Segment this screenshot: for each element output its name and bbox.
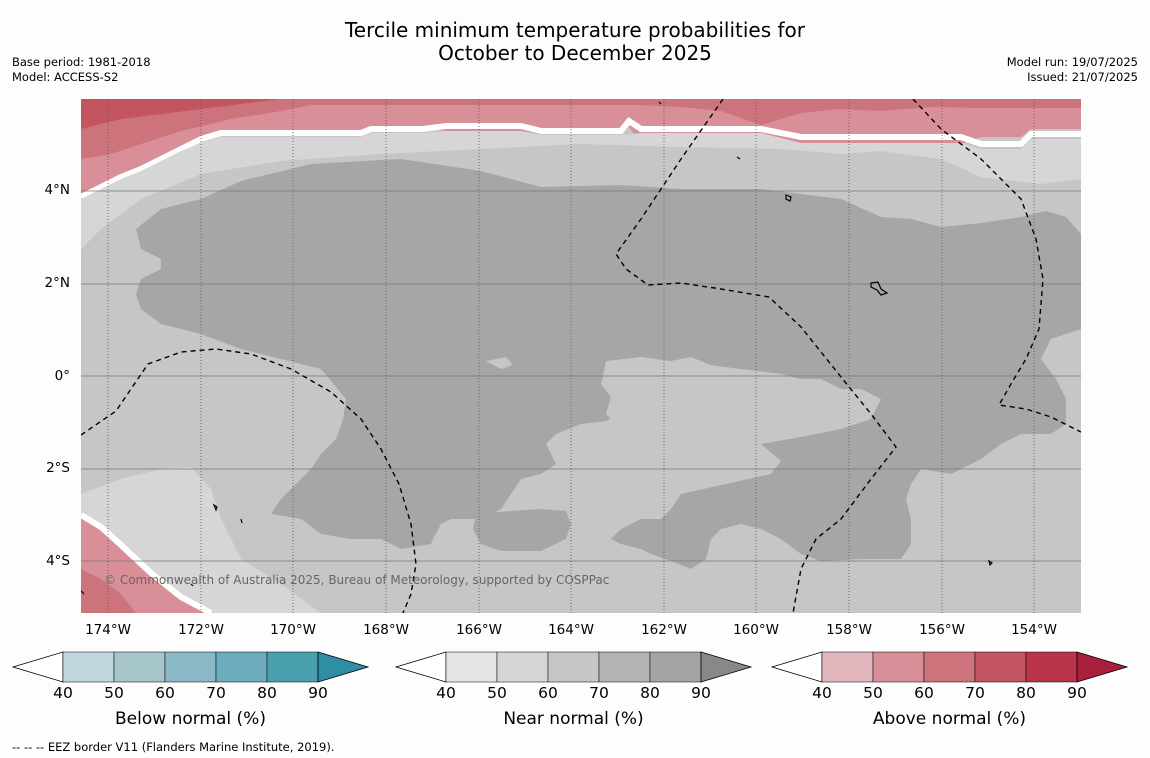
island-3 — [212, 503, 218, 512]
above-normal-top-50 — [81, 99, 1081, 194]
issued-date: Issued: 21/07/2025 — [1027, 70, 1138, 84]
island-5 — [190, 583, 194, 587]
near-normal-colorbar-segment — [649, 651, 702, 683]
near-normal-colorbar-max-arrow — [700, 651, 752, 683]
above-normal-bottom-50 — [81, 514, 211, 613]
island-7 — [658, 101, 662, 105]
above-normal-colorbar-segment — [1025, 651, 1078, 683]
below-normal-colorbar-tick: 40 — [53, 684, 73, 702]
lon-label-170w: 170°W — [270, 622, 316, 638]
lat-label-4s: 4°S — [46, 553, 70, 569]
above-normal-colorbar-tick: 90 — [1067, 684, 1087, 702]
above-normal-colorbar-tick: 80 — [1016, 684, 1036, 702]
above-normal-colorbar-tick: 70 — [965, 684, 985, 702]
lon-label-156w: 156°W — [919, 622, 965, 638]
above-normal-colorbar-tick: 40 — [812, 684, 832, 702]
lon-label-160w: 160°W — [733, 622, 779, 638]
near-normal-80-lower — [473, 509, 571, 551]
islands — [81, 101, 993, 595]
lat-label-2s: 2°S — [46, 460, 70, 476]
near-normal-colorbar-tick: 60 — [538, 684, 558, 702]
near-normal-colorbar-segment — [445, 651, 498, 683]
above-normal-colorbar-segment — [923, 651, 976, 683]
below-normal-colorbar-tick: 90 — [308, 684, 328, 702]
below-normal-colorbar-min-arrow — [12, 651, 64, 683]
title-line-2: October to December 2025 — [438, 41, 712, 65]
lon-label-158w: 158°W — [826, 622, 872, 638]
near-normal-colorbar-segment — [547, 651, 600, 683]
probability-map — [81, 99, 1081, 613]
lat-label-0: 0° — [54, 368, 70, 384]
contour-white-top — [81, 116, 1081, 200]
below-normal-colorbar-tick: 60 — [155, 684, 175, 702]
lon-label-154w: 154°W — [1011, 622, 1057, 638]
below-normal-colorbar — [12, 651, 369, 683]
model-run: Model run: 19/07/2025 — [1006, 55, 1138, 69]
near-normal-colorbar-tick: 40 — [436, 684, 456, 702]
near-normal-colorbar-tick: 50 — [487, 684, 507, 702]
lat-label-4n: 4°N — [44, 182, 70, 198]
island-6 — [988, 559, 993, 567]
above-normal-colorbar-tick: 60 — [914, 684, 934, 702]
below-normal-colorbar-segment — [113, 651, 166, 683]
eez-border-central — [615, 99, 897, 613]
copyright-notice: © Commonwealth of Australia 2025, Bureau… — [104, 573, 610, 587]
meta-right: Model run: 19/07/2025 Issued: 21/07/2025 — [1007, 55, 1138, 85]
above-normal-colorbar-title: Above normal (%) — [872, 709, 1027, 729]
below-normal-colorbar-title: Below normal (%) — [115, 709, 266, 729]
model-name: Model: ACCESS-S2 — [12, 70, 119, 84]
near-normal-colorbar-title: Near normal (%) — [503, 709, 644, 729]
meta-left: Base period: 1981-2018 Model: ACCESS-S2 — [12, 55, 151, 85]
near-normal-70-patch-small-2 — [646, 407, 661, 421]
lat-label-2n: 2°N — [44, 275, 70, 291]
above-normal-top-70 — [81, 99, 281, 129]
near-normal-colorbar-min-arrow — [395, 651, 447, 683]
above-normal-colorbar-tick: 50 — [863, 684, 883, 702]
near-normal-70-patch-small — [486, 357, 513, 369]
above-normal-colorbar-segment — [974, 651, 1027, 683]
near-normal-colorbar-segment — [598, 651, 651, 683]
eez-borders — [81, 99, 1081, 613]
below-normal-colorbar-tick: 70 — [206, 684, 226, 702]
near-normal-colorbar — [395, 651, 752, 683]
lon-label-166w: 166°W — [456, 622, 502, 638]
eez-border-west — [81, 348, 417, 613]
below-normal-colorbar-segment — [215, 651, 268, 683]
island-8 — [736, 156, 741, 160]
above-normal-colorbar-max-arrow — [1076, 651, 1128, 683]
near-normal-colorbar-segment — [496, 651, 549, 683]
island-1 — [785, 194, 792, 202]
lon-label-168w: 168°W — [363, 622, 409, 638]
lon-label-164w: 164°W — [548, 622, 594, 638]
gridlines — [81, 190, 1081, 562]
near-normal-colorbar-tick: 90 — [691, 684, 711, 702]
eez-border-east — [912, 99, 1081, 433]
island-4 — [240, 518, 243, 524]
island-2 — [870, 281, 889, 296]
base-period: Base period: 1981-2018 — [12, 55, 151, 69]
contour-white-bottom — [81, 512, 213, 613]
above-normal-bottom-60 — [81, 569, 136, 613]
above-normal-colorbar — [771, 651, 1128, 683]
below-normal-colorbar-segment — [62, 651, 115, 683]
near-normal-70-patch-center — [601, 357, 881, 444]
eez-footnote: -- -- -- EEZ border V11 (Flanders Marine… — [12, 740, 335, 754]
lon-label-172w: 172°W — [178, 622, 224, 638]
title-line-1: Tercile minimum temperature probabilitie… — [344, 18, 806, 42]
island-9 — [81, 590, 85, 595]
above-normal-colorbar-min-arrow — [771, 651, 823, 683]
above-normal-colorbar-segment — [872, 651, 925, 683]
below-normal-colorbar-tick: 80 — [257, 684, 277, 702]
below-normal-colorbar-segment — [164, 651, 217, 683]
near-normal-colorbar-tick: 70 — [589, 684, 609, 702]
lon-label-174w: 174°W — [85, 622, 131, 638]
near-normal-colorbar-tick: 80 — [640, 684, 660, 702]
below-normal-colorbar-tick: 50 — [104, 684, 124, 702]
below-normal-colorbar-max-arrow — [317, 651, 369, 683]
lon-label-162w: 162°W — [641, 622, 687, 638]
below-normal-colorbar-segment — [266, 651, 319, 683]
above-normal-colorbar-segment — [821, 651, 874, 683]
map-title: Tercile minimum temperature probabilitie… — [0, 19, 1150, 65]
